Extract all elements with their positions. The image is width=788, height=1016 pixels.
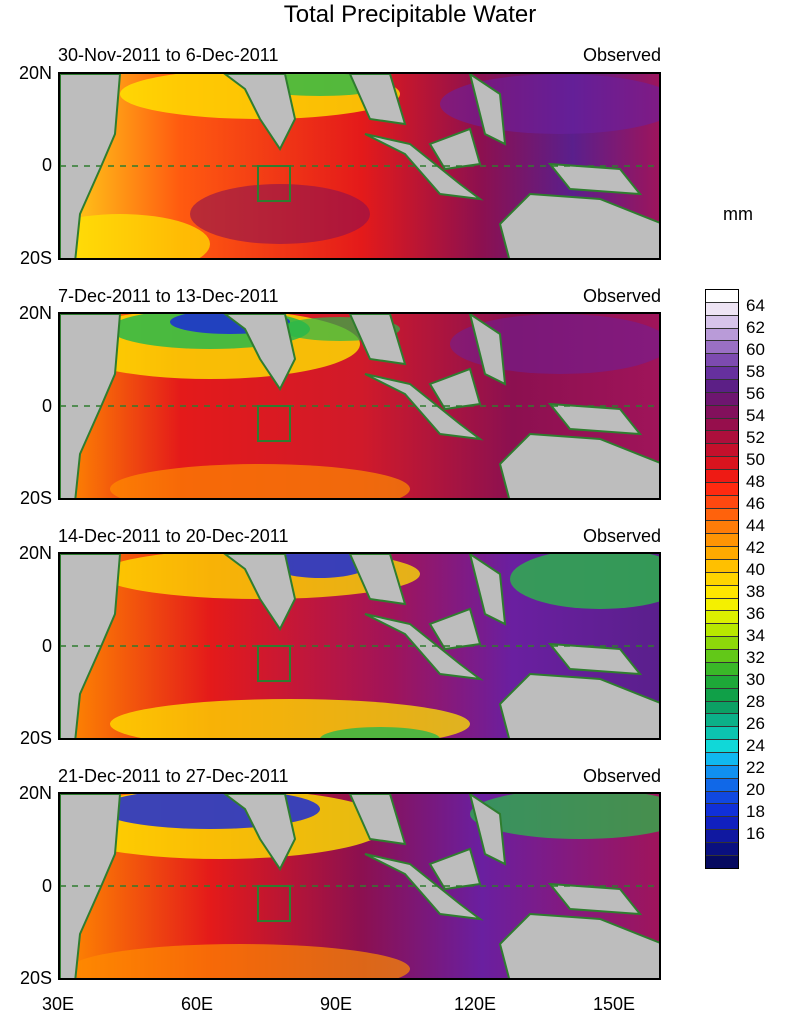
cbar-label-54: 54 bbox=[746, 406, 765, 425]
india-land bbox=[223, 794, 297, 871]
cbar-label-62: 62 bbox=[746, 318, 765, 337]
cbar-label-52: 52 bbox=[746, 428, 765, 447]
lat-label-20n: 20N bbox=[18, 63, 52, 83]
philippines-land bbox=[468, 314, 507, 386]
indochina-land bbox=[348, 314, 407, 366]
map-3-svg bbox=[60, 554, 659, 738]
map-panel-4 bbox=[58, 792, 661, 980]
australia-land bbox=[498, 672, 659, 738]
cbar-label-26: 26 bbox=[746, 714, 765, 733]
panel-1-tag: Observed bbox=[582, 45, 661, 65]
indochina-land bbox=[348, 794, 407, 846]
cbar-label-24: 24 bbox=[746, 736, 765, 755]
india-land bbox=[223, 74, 297, 151]
cbar-label-50: 50 bbox=[746, 450, 765, 469]
indochina-land bbox=[348, 74, 407, 126]
map-panel-1 bbox=[58, 72, 661, 260]
map-4-svg bbox=[60, 794, 659, 978]
study-box bbox=[257, 885, 291, 922]
lat-label-20s: 20S bbox=[19, 728, 52, 748]
philippines-land bbox=[468, 74, 507, 146]
panel-4-tag: Observed bbox=[582, 766, 661, 786]
cbar-label-34: 34 bbox=[746, 626, 765, 645]
lat-label-20n: 20N bbox=[18, 303, 52, 323]
cbar-label-64: 64 bbox=[746, 296, 765, 315]
lat-label-20s: 20S bbox=[19, 488, 52, 508]
cbar-label-42: 42 bbox=[746, 538, 765, 557]
colorbar bbox=[705, 289, 739, 869]
panel-3-period: 14-Dec-2011 to 20-Dec-2011 bbox=[58, 526, 289, 546]
lat-label-eq: 0 bbox=[41, 636, 52, 656]
lat-label-eq: 0 bbox=[41, 155, 52, 175]
lat-label-eq: 0 bbox=[41, 876, 52, 896]
lon-label-60e: 60E bbox=[180, 994, 214, 1014]
new-guinea-land bbox=[547, 642, 643, 676]
panel-3-tag: Observed bbox=[582, 526, 661, 546]
philippines-land bbox=[468, 794, 507, 866]
australia-land bbox=[498, 432, 659, 498]
cbar-label-20: 20 bbox=[746, 780, 765, 799]
cbar-label-32: 32 bbox=[746, 648, 765, 667]
map-2-svg bbox=[60, 314, 659, 498]
lat-label-20s: 20S bbox=[19, 248, 52, 268]
cbar-label-18: 18 bbox=[746, 802, 765, 821]
panel-2-tag: Observed bbox=[582, 286, 661, 306]
australia-land bbox=[498, 192, 659, 258]
australia-land bbox=[498, 912, 659, 978]
lon-label-150e: 150E bbox=[592, 994, 636, 1014]
figure-title: Total Precipitable Water bbox=[283, 1, 537, 28]
cbar-label-60: 60 bbox=[746, 340, 765, 359]
borneo-land bbox=[428, 367, 482, 411]
new-guinea-land bbox=[547, 162, 643, 196]
lat-label-20n: 20N bbox=[18, 543, 52, 563]
india-land bbox=[223, 554, 297, 631]
study-box bbox=[257, 405, 291, 442]
cbar-label-40: 40 bbox=[746, 560, 765, 579]
map-panel-2 bbox=[58, 312, 661, 500]
study-box bbox=[257, 165, 291, 202]
cbar-label-48: 48 bbox=[746, 472, 765, 491]
cbar-label-36: 36 bbox=[746, 604, 765, 623]
lat-label-20s: 20S bbox=[19, 968, 52, 988]
cbar-label-58: 58 bbox=[746, 362, 765, 381]
borneo-land bbox=[428, 607, 482, 651]
lat-label-eq: 0 bbox=[41, 396, 52, 416]
units-label: mm bbox=[723, 204, 753, 224]
panel-2-period: 7-Dec-2011 to 13-Dec-2011 bbox=[58, 286, 279, 306]
borneo-land bbox=[428, 127, 482, 171]
cbar-label-46: 46 bbox=[746, 494, 765, 513]
indochina-land bbox=[348, 554, 407, 606]
cbar-label-44: 44 bbox=[746, 516, 765, 535]
map-panel-3 bbox=[58, 552, 661, 740]
new-guinea-land bbox=[547, 402, 643, 436]
panel-4-period: 21-Dec-2011 to 27-Dec-2011 bbox=[58, 766, 289, 786]
philippines-land bbox=[468, 554, 507, 626]
map-1-svg bbox=[60, 74, 659, 258]
cbar-label-56: 56 bbox=[746, 384, 765, 403]
lon-label-90e: 90E bbox=[319, 994, 353, 1014]
panel-1-period: 30-Nov-2011 to 6-Dec-2011 bbox=[58, 45, 279, 65]
cbar-label-38: 38 bbox=[746, 582, 765, 601]
cbar-label-22: 22 bbox=[746, 758, 765, 777]
lon-label-120e: 120E bbox=[453, 994, 497, 1014]
lat-label-20n: 20N bbox=[18, 783, 52, 803]
cbar-label-30: 30 bbox=[746, 670, 765, 689]
lon-label-30e: 30E bbox=[41, 994, 75, 1014]
cbar-label-16: 16 bbox=[746, 824, 765, 843]
cbar-label-28: 28 bbox=[746, 692, 765, 711]
study-box bbox=[257, 645, 291, 682]
new-guinea-land bbox=[547, 882, 643, 916]
borneo-land bbox=[428, 847, 482, 891]
india-land bbox=[223, 314, 297, 391]
